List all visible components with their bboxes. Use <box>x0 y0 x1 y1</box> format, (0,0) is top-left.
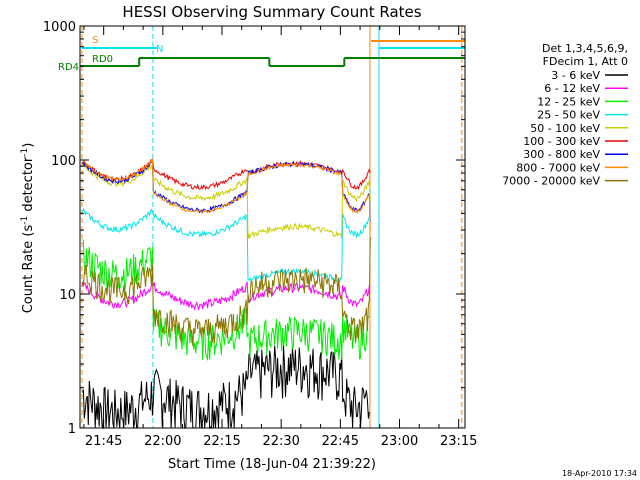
series-line-0 <box>81 345 370 430</box>
y-axis-label-sup1: -1 <box>20 216 30 225</box>
legend-label: 6 - 12 keV <box>544 82 600 95</box>
rd0-label: RD0 <box>92 54 113 65</box>
series-line-3 <box>81 189 371 283</box>
x-ticks: 21:45 22:00 22:15 22:30 22:45 23:00 23:15 <box>83 26 477 449</box>
x-tick-label: 22:30 <box>262 434 299 449</box>
x-tick-label: 22:00 <box>144 434 181 449</box>
legend-header-2: FDecim 1, Att 0 <box>543 55 628 68</box>
legend-label: 25 - 50 keV <box>537 109 600 122</box>
x-axis-label: Start Time (18-Jun-04 21:39:22) <box>168 457 376 472</box>
y-axis-label-main: Count Rate (s <box>21 225 36 314</box>
date-stamp: 18-Apr-2010 17:34 <box>562 469 637 478</box>
y-ticks: 1 10 100 1000 <box>43 20 465 437</box>
legend-label: 50 - 100 keV <box>530 122 600 135</box>
legend-label: 3 - 6 keV <box>551 69 600 82</box>
legend-label: 12 - 25 keV <box>537 95 600 108</box>
y-axis-label-end: ) <box>21 143 36 148</box>
legend-label: 100 - 300 keV <box>523 135 600 148</box>
series-line-7 <box>82 157 371 231</box>
series-line-2 <box>82 239 370 361</box>
series-line-1 <box>81 280 370 312</box>
x-tick-label: 23:15 <box>440 434 477 449</box>
chart-title: HESSI Observing Summary Count Rates <box>122 3 421 21</box>
rd4-label: RD4 <box>58 62 79 73</box>
night-label: N <box>156 44 163 55</box>
y-tick-label: 10 <box>59 288 76 303</box>
legend-label: 800 - 7000 keV <box>516 161 600 174</box>
x-tick-label: 23:00 <box>381 434 418 449</box>
y-tick-label: 1 <box>68 422 76 437</box>
series-line-4 <box>81 161 371 240</box>
y-axis-label: Count Rate (s-1 detector-1) <box>20 143 36 314</box>
y-tick-label: 100 <box>51 154 76 169</box>
x-tick-label: 22:15 <box>203 434 240 449</box>
legend-label: 7000 - 20000 keV <box>502 175 600 188</box>
series-line-5 <box>81 158 371 191</box>
series-line-8 <box>81 236 371 347</box>
legend-header-1: Det 1,3,4,5,6,9, <box>542 42 628 55</box>
legend-label: 300 - 800 keV <box>523 148 600 161</box>
x-tick-label: 22:45 <box>322 434 359 449</box>
plot-frame <box>79 25 466 429</box>
y-axis-label-sup2: -1 <box>20 148 30 157</box>
y-axis-label-mid: detector <box>21 156 36 216</box>
x-tick-label: 21:45 <box>85 434 122 449</box>
series-layer <box>81 157 371 430</box>
y-tick-label: 1000 <box>43 20 76 35</box>
saa-label: S <box>92 35 98 46</box>
